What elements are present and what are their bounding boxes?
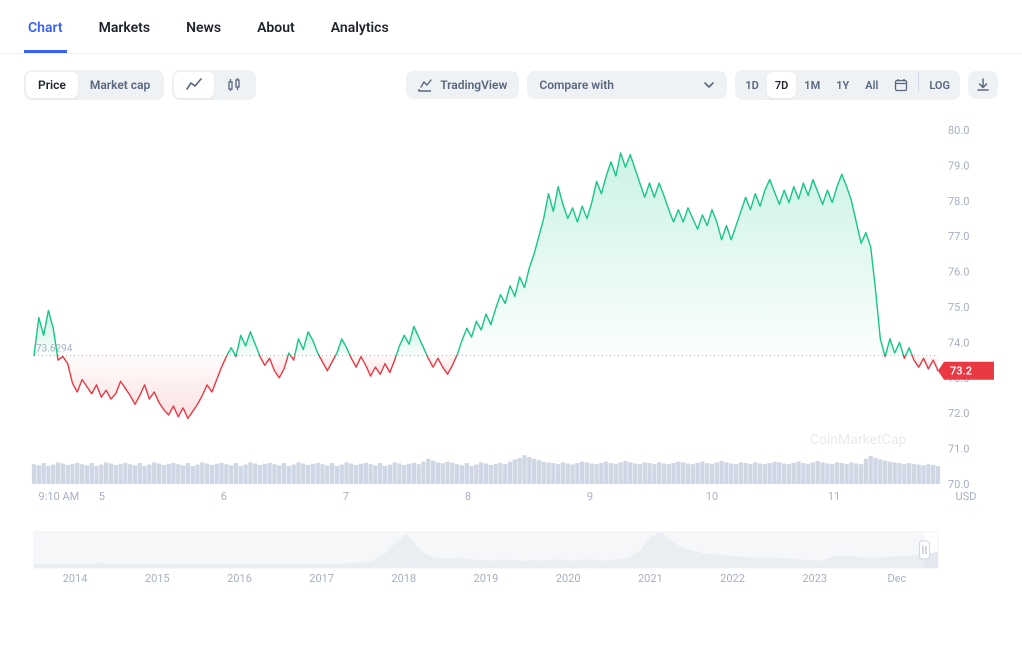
svg-text:71.0: 71.0	[948, 443, 969, 456]
svg-text:9:10 AM: 9:10 AM	[39, 490, 80, 503]
chart-style-group	[172, 70, 256, 100]
download-button[interactable]	[968, 71, 998, 99]
svg-text:9: 9	[587, 490, 593, 503]
range-1m[interactable]: 1M	[796, 72, 828, 98]
svg-text:7: 7	[343, 490, 349, 503]
compare-dropdown[interactable]: Compare with	[527, 71, 727, 99]
date-picker-button[interactable]	[886, 72, 916, 98]
svg-text:80.0: 80.0	[948, 124, 969, 137]
svg-text:2023: 2023	[802, 572, 827, 585]
log-scale-button[interactable]: LOG	[921, 72, 958, 98]
navigator-container: 2014 2015 2016 2017 2018 2019 2020 2021 2022 2023…	[0, 530, 1022, 602]
svg-text:79.0: 79.0	[948, 159, 969, 172]
svg-text:78.0: 78.0	[948, 195, 969, 208]
metric-toggle: PriceMarket cap	[24, 70, 164, 100]
svg-text:USD: USD	[956, 490, 977, 503]
svg-text:72.0: 72.0	[948, 407, 969, 420]
svg-text:2021: 2021	[638, 572, 663, 585]
metric-market-cap[interactable]: Market cap	[78, 72, 162, 98]
chart-toolbar: PriceMarket cap TradingView Compare with…	[0, 54, 1022, 114]
svg-text:8: 8	[465, 490, 471, 503]
range-7d[interactable]: 7D	[767, 72, 796, 98]
navigator-chart[interactable]: 2014 2015 2016 2017 2018 2019 2020 2021 2022 2023…	[24, 530, 998, 586]
tab-chart[interactable]: Chart	[24, 0, 67, 53]
svg-text:2014: 2014	[63, 572, 88, 585]
line-chart-button[interactable]	[174, 72, 214, 98]
candlestick-button[interactable]	[214, 72, 254, 98]
svg-text:77.0: 77.0	[948, 230, 969, 243]
tab-news[interactable]: News	[182, 0, 225, 53]
svg-text:6: 6	[221, 490, 227, 503]
svg-text:73.2: 73.2	[950, 365, 972, 378]
divider	[918, 72, 919, 92]
svg-text:10: 10	[706, 490, 718, 503]
tradingview-label: TradingView	[440, 78, 507, 92]
calendar-icon	[894, 78, 908, 92]
svg-text:75.0: 75.0	[948, 301, 969, 314]
candlestick-icon	[226, 78, 242, 92]
metric-price[interactable]: Price	[26, 72, 78, 98]
price-chart[interactable]: 80.079.078.077.076.075.074.073.072.071.0…	[24, 114, 998, 514]
svg-text:5: 5	[99, 490, 105, 503]
svg-text:11: 11	[828, 490, 840, 503]
tab-analytics[interactable]: Analytics	[327, 0, 393, 53]
svg-text:2019: 2019	[474, 572, 499, 585]
tradingview-button[interactable]: TradingView	[406, 71, 519, 99]
svg-text:CoinMarketCap: CoinMarketCap	[810, 432, 907, 448]
compare-label: Compare with	[539, 78, 614, 92]
tab-markets[interactable]: Markets	[95, 0, 155, 53]
range-1y[interactable]: 1Y	[828, 72, 857, 98]
chart-container: 80.079.078.077.076.075.074.073.072.071.0…	[0, 114, 1022, 530]
svg-text:2017: 2017	[309, 572, 334, 585]
svg-text:2020: 2020	[556, 572, 581, 585]
svg-text:2016: 2016	[227, 572, 252, 585]
svg-text:2018: 2018	[391, 572, 416, 585]
range-1d[interactable]: 1D	[737, 72, 766, 98]
line-chart-icon	[186, 78, 202, 92]
tradingview-icon	[418, 78, 432, 92]
range-group: 1D7D1M1YAll LOG	[735, 70, 960, 100]
svg-text:2015: 2015	[145, 572, 170, 585]
svg-text:76.0: 76.0	[948, 266, 969, 279]
tab-about[interactable]: About	[253, 0, 299, 53]
svg-text:74.0: 74.0	[948, 336, 969, 349]
svg-text:2022: 2022	[720, 572, 745, 585]
tab-bar: Chart Markets News About Analytics	[0, 0, 1022, 54]
svg-text:Dec: Dec	[888, 572, 907, 585]
range-all[interactable]: All	[857, 72, 886, 98]
chevron-down-icon	[703, 79, 715, 91]
download-icon	[976, 78, 990, 92]
